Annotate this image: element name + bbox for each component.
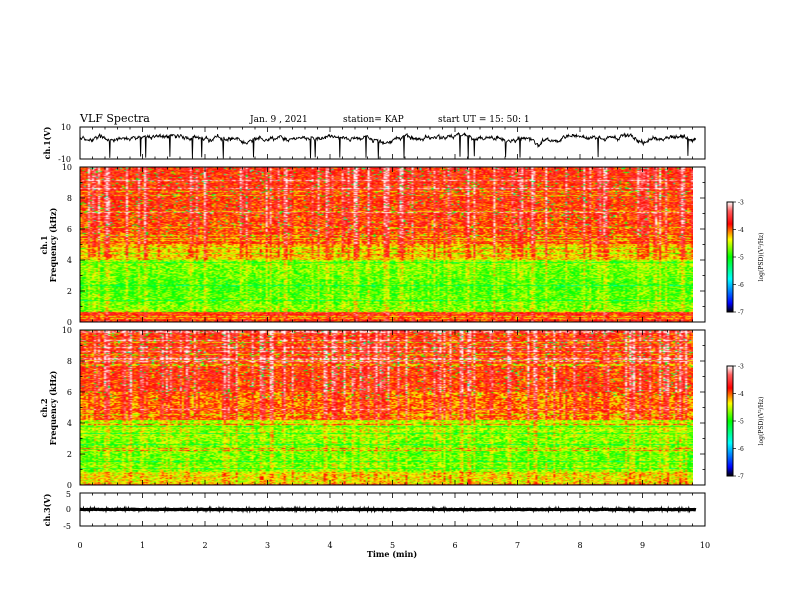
x-tick-label: 0 (77, 541, 82, 550)
colorbar-1-label: log(PSD)(V²/Hz) (758, 233, 765, 282)
ch1-spectrogram-image (80, 167, 693, 322)
x-axis-label: Time (min) (367, 549, 417, 559)
x-tick-label: 2 (202, 541, 207, 550)
header: VLF Spectra Jan. 9 , 2021 station= KAP s… (79, 112, 530, 125)
x-tick-label: 8 (577, 541, 582, 550)
ch2-spectrogram-ylabel-freq: Frequency (kHz) (48, 370, 58, 445)
colorbar-tick-label: -4 (738, 391, 744, 398)
date-label: Jan. 9 , 2021 (249, 115, 308, 125)
ch1-waveform-line (79, 131, 697, 159)
x-tick-label: 4 (327, 541, 332, 550)
ch1-spectrogram-ylabel-freq: Frequency (kHz) (48, 207, 58, 282)
y-tick-label: 10 (62, 163, 72, 172)
ch3-ytick-mid: 0 (66, 505, 71, 514)
ch1-xticks (79, 127, 706, 159)
y-tick-label: 6 (67, 388, 72, 397)
ch2-spectrogram-xticks (79, 330, 706, 485)
x-tick-label: 9 (640, 541, 645, 550)
colorbar-2-ticks: -3 -4 -5 -6 -7 (733, 364, 744, 481)
x-tick-label: 6 (452, 541, 457, 550)
y-tick-label: 2 (67, 450, 72, 459)
ch1-spectrogram-xticks (79, 167, 706, 322)
y-tick-label: 2 (67, 287, 72, 296)
ch3-ytick-top: 5 (66, 490, 71, 499)
ch1-panel: 10 -10 ch.1(V) (42, 123, 706, 164)
ch1-ylabel: ch.1(V) (42, 126, 52, 159)
ch1-spectrogram-panel: 0 2 4 6 8 10 ch.1 Frequency (kHz) (39, 163, 706, 327)
colorbar-tick-label: -4 (738, 227, 744, 234)
ch1-ytick-bottom: -10 (58, 155, 71, 164)
ch1-ytick-top: 10 (61, 123, 71, 132)
y-tick-label: 0 (67, 481, 72, 490)
x-tick-label: 1 (140, 541, 145, 550)
ch3-waveform-line (79, 505, 697, 514)
y-tick-label: 8 (67, 357, 72, 366)
ch2-spectrogram-yticks: 0 2 4 6 8 10 (62, 326, 705, 490)
start-time-label: start UT = 15: 50: 1 (438, 115, 530, 125)
y-tick-label: 8 (67, 194, 72, 203)
colorbar-tick-label: -7 (738, 310, 744, 317)
colorbar-tick-label: -6 (738, 446, 744, 453)
ch2-spectrogram-ylabel-channel: ch.2 (39, 398, 49, 417)
ch3-ylabel: ch.3(V) (42, 493, 52, 526)
ch1-spectrogram-ylabel-channel: ch.1 (39, 235, 49, 254)
ch3-panel: 5 0 -5 ch.3(V) 0 1 2 3 4 5 6 7 8 9 10 Time (min) (42, 490, 710, 559)
colorbar-1-ticks: -3 -4 -5 -6 -7 (733, 200, 744, 317)
y-tick-label: 4 (67, 419, 72, 428)
colorbar-2: -3 -4 -5 -6 -7 log(PSD)(V²/Hz) (726, 364, 765, 481)
ch2-spectrogram-image (80, 330, 693, 485)
ch3-ytick-bottom: -5 (63, 522, 71, 531)
y-tick-label: 10 (62, 326, 72, 335)
x-tick-labels: 0 1 2 3 4 5 6 7 8 9 10 (77, 541, 710, 550)
station-label: station= KAP (343, 115, 404, 125)
colorbar-tick-label: -3 (738, 200, 744, 207)
y-tick-label: 0 (67, 318, 72, 327)
colorbar-tick-label: -5 (738, 255, 744, 262)
chart-title: VLF Spectra (79, 112, 150, 125)
colorbar-1: -3 -4 -5 -6 -7 log(PSD)(V²/Hz) (726, 200, 765, 317)
colorbar-tick-label: -3 (738, 364, 744, 371)
x-tick-label: 7 (515, 541, 520, 550)
x-tick-label: 3 (265, 541, 270, 550)
colorbar-2-gradient (727, 366, 733, 476)
y-tick-label: 4 (67, 256, 72, 265)
colorbar-tick-label: -7 (738, 474, 744, 481)
colorbar-1-gradient (727, 202, 733, 312)
x-tick-label: 10 (700, 541, 710, 550)
y-tick-label: 6 (67, 225, 72, 234)
ch3-xticks (79, 493, 706, 526)
colorbar-tick-label: -6 (738, 282, 744, 289)
ch1-plot-bg (80, 127, 705, 159)
ch1-spectrogram-yticks: 0 2 4 6 8 10 (62, 163, 705, 327)
colorbar-2-label: log(PSD)(V²/Hz) (758, 397, 765, 446)
ch2-spectrogram-panel: 0 2 4 6 8 10 ch.2 Frequency (kHz) (39, 326, 706, 490)
x-tick-label: 5 (390, 541, 395, 550)
colorbar-tick-label: -5 (738, 419, 744, 426)
